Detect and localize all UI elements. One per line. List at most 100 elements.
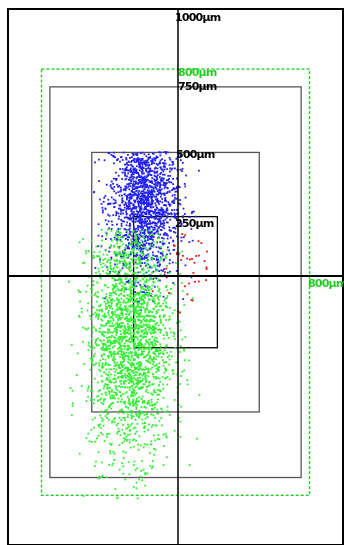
data-point-series-1 xyxy=(126,416,129,418)
data-point-series-0 xyxy=(184,213,186,215)
data-point-series-1 xyxy=(160,356,163,359)
data-point-series-1 xyxy=(144,292,147,295)
data-point-series-1 xyxy=(80,385,83,387)
data-point-series-0 xyxy=(117,174,120,177)
data-point-series-0 xyxy=(174,231,177,234)
data-point-series-0 xyxy=(147,199,150,202)
data-point-series-1 xyxy=(87,349,90,352)
data-point-series-0 xyxy=(127,202,130,204)
data-point-series-0 xyxy=(144,184,146,186)
data-point-series-0 xyxy=(131,188,134,190)
data-point-series-0 xyxy=(156,207,159,210)
data-point-series-1 xyxy=(130,316,133,318)
data-point-series-1 xyxy=(130,378,132,381)
data-point-series-1 xyxy=(130,288,133,291)
data-point-series-0 xyxy=(165,204,167,207)
data-point-series-1 xyxy=(101,239,103,242)
data-point-series-1 xyxy=(109,450,111,452)
data-point-series-0 xyxy=(151,189,153,192)
data-point-series-0 xyxy=(134,291,137,293)
data-point-series-0 xyxy=(152,194,155,197)
data-point-series-0 xyxy=(151,226,154,229)
data-point-series-1 xyxy=(141,368,143,371)
data-point-series-1 xyxy=(181,282,183,284)
data-point-series-1 xyxy=(87,385,90,388)
data-point-series-0 xyxy=(150,163,153,165)
data-point-series-0 xyxy=(136,158,139,161)
data-point-series-1 xyxy=(99,309,101,312)
data-point-series-1 xyxy=(152,325,154,327)
data-point-series-1 xyxy=(146,304,148,307)
data-point-series-1 xyxy=(125,335,128,338)
data-point-series-1 xyxy=(139,367,142,369)
data-point-series-1 xyxy=(123,324,126,327)
data-point-series-0 xyxy=(159,279,161,282)
data-point-series-1 xyxy=(104,348,107,351)
data-point-series-0 xyxy=(119,213,122,215)
data-point-series-1 xyxy=(151,311,154,314)
data-point-series-1 xyxy=(135,430,138,433)
data-point-series-1 xyxy=(141,374,144,377)
data-point-series-1 xyxy=(151,266,153,269)
data-point-series-1 xyxy=(139,363,141,366)
data-point-series-1 xyxy=(139,361,142,363)
data-point-series-1 xyxy=(110,353,112,356)
data-point-series-0 xyxy=(151,193,154,196)
data-point-series-0 xyxy=(164,196,167,199)
data-point-series-1 xyxy=(134,354,136,356)
data-point-series-1 xyxy=(109,292,111,295)
data-point-series-0 xyxy=(141,291,144,293)
data-point-series-0 xyxy=(159,185,161,188)
data-point-series-0 xyxy=(143,153,146,156)
data-point-series-1 xyxy=(162,314,165,317)
data-point-series-1 xyxy=(132,439,134,442)
data-point-series-0 xyxy=(150,236,153,239)
data-point-series-1 xyxy=(113,353,116,356)
data-point-series-1 xyxy=(71,389,74,392)
data-point-series-1 xyxy=(128,254,131,257)
data-point-series-0 xyxy=(115,212,118,215)
data-point-series-0 xyxy=(135,206,138,208)
data-point-series-0 xyxy=(138,247,141,250)
data-point-series-1 xyxy=(116,287,119,290)
data-point-series-0 xyxy=(144,194,146,197)
data-point-series-1 xyxy=(122,243,124,246)
data-point-series-0 xyxy=(150,195,153,198)
data-point-series-0 xyxy=(169,270,171,273)
data-point-series-0 xyxy=(155,175,158,178)
data-point-series-1 xyxy=(111,307,114,310)
data-point-series-1 xyxy=(179,420,182,423)
data-point-series-1 xyxy=(166,332,168,335)
data-point-series-0 xyxy=(130,170,133,173)
data-point-series-1 xyxy=(113,292,115,294)
data-point-series-1 xyxy=(145,335,147,338)
data-point-series-1 xyxy=(107,301,110,304)
data-point-series-1 xyxy=(168,315,171,318)
data-point-series-0 xyxy=(138,174,140,177)
data-point-series-0 xyxy=(122,262,125,265)
data-point-series-0 xyxy=(126,183,129,186)
data-point-series-1 xyxy=(91,330,94,333)
data-point-series-1 xyxy=(126,339,129,342)
data-point-series-1 xyxy=(128,261,131,264)
data-point-series-1 xyxy=(112,319,115,322)
data-point-series-1 xyxy=(112,359,114,361)
data-point-series-0 xyxy=(130,163,132,166)
data-point-series-0 xyxy=(145,257,148,259)
data-point-series-1 xyxy=(127,349,130,351)
data-point-series-1 xyxy=(143,399,146,402)
data-point-series-0 xyxy=(123,204,126,206)
data-point-series-1 xyxy=(108,336,110,338)
data-point-series-1 xyxy=(116,303,119,306)
data-point-series-0 xyxy=(176,208,178,211)
data-point-series-0 xyxy=(146,215,149,218)
data-point-series-1 xyxy=(128,388,131,391)
data-point-series-1 xyxy=(118,326,121,329)
data-point-series-1 xyxy=(108,339,111,341)
data-point-series-1 xyxy=(118,315,120,318)
data-point-series-0 xyxy=(140,219,143,222)
data-point-series-1 xyxy=(125,376,127,379)
data-point-series-1 xyxy=(127,360,129,363)
data-point-series-1 xyxy=(109,268,112,271)
data-point-series-1 xyxy=(151,404,154,407)
